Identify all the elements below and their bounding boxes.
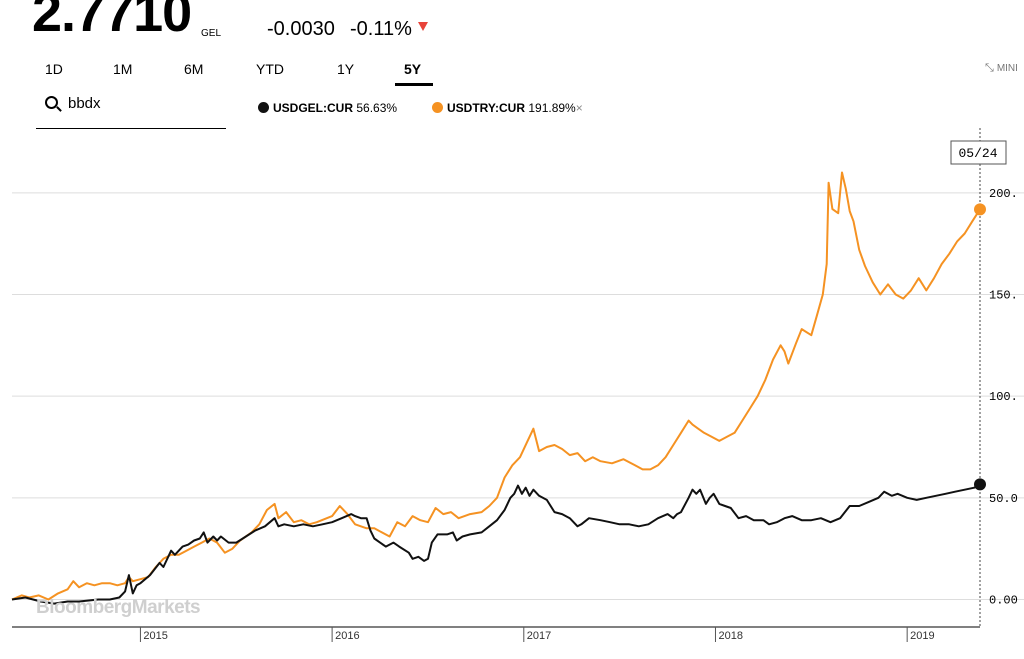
y-axis-labels: 0.00 50.0 100. 150. 200. (989, 187, 1018, 608)
search-box (36, 92, 226, 129)
x-tick-label: 2016 (335, 630, 359, 642)
y-tick-label: 0.00 (989, 594, 1018, 608)
x-tick-label: 2019 (910, 630, 934, 642)
legend-dot-usdtry (432, 102, 443, 113)
current-date-badge: 05/24 (950, 140, 1007, 165)
x-axis-labels: 2015 2016 2017 2018 2019 (139, 627, 935, 642)
price-change-percent: -0.11% (350, 18, 412, 40)
legend-value-usdtry: 191.89% (528, 101, 576, 115)
y-tick-label: 150. (989, 289, 1018, 303)
legend-name-usdtry: USDTRY:CUR (447, 101, 525, 115)
search-input[interactable] (68, 92, 218, 114)
range-tab-ytd[interactable]: YTD (256, 61, 284, 77)
x-tick-label: 2017 (527, 630, 551, 642)
price-change: -0.0030 (267, 18, 335, 40)
remove-series-button[interactable]: × (575, 101, 583, 115)
bloomberg-watermark: BloombergMarkets (36, 597, 201, 618)
range-tab-1m[interactable]: 1M (113, 61, 133, 77)
legend-dot-usdgel (258, 102, 269, 113)
series-layer (11, 171, 986, 605)
y-tick-label: 200. (989, 187, 1018, 201)
legend-item-usdgel: USDGEL:CUR 56.63% (258, 101, 397, 115)
series-line-usdtry (11, 171, 981, 601)
x-tick-label: 2015 (143, 630, 167, 642)
y-tick-label: 50.0 (989, 492, 1018, 506)
current-price: 2.7710 (32, 0, 192, 43)
range-tab-1y[interactable]: 1Y (337, 61, 355, 77)
range-tab-5y[interactable]: 5Y (404, 61, 422, 77)
range-tab-6m[interactable]: 6M (184, 61, 204, 77)
grid-lines (12, 192, 1024, 600)
range-tab-1d[interactable]: 1D (45, 61, 63, 77)
x-tick-label: 2018 (718, 630, 742, 642)
series-endpoint-usdtry (974, 203, 986, 216)
legend-value-usdgel: 56.63% (356, 101, 398, 115)
current-date-label: 05/24 (958, 146, 997, 161)
down-arrow-icon (418, 22, 428, 31)
legend-item-usdtry: USDTRY:CUR 191.89%× (432, 101, 583, 115)
search-icon (45, 96, 58, 109)
mini-button[interactable]: ⤡ MINI (985, 62, 1018, 75)
series-endpoint-usdgel (974, 478, 986, 491)
y-tick-label: 100. (989, 390, 1018, 404)
mini-label: MINI (996, 63, 1018, 74)
collapse-arrows-icon: ⤡ (985, 62, 994, 74)
active-tab-indicator (395, 83, 433, 86)
currency-label: GEL (201, 28, 222, 39)
legend-name-usdgel: USDGEL:CUR (273, 101, 353, 115)
series-line-usdgel (11, 483, 981, 605)
